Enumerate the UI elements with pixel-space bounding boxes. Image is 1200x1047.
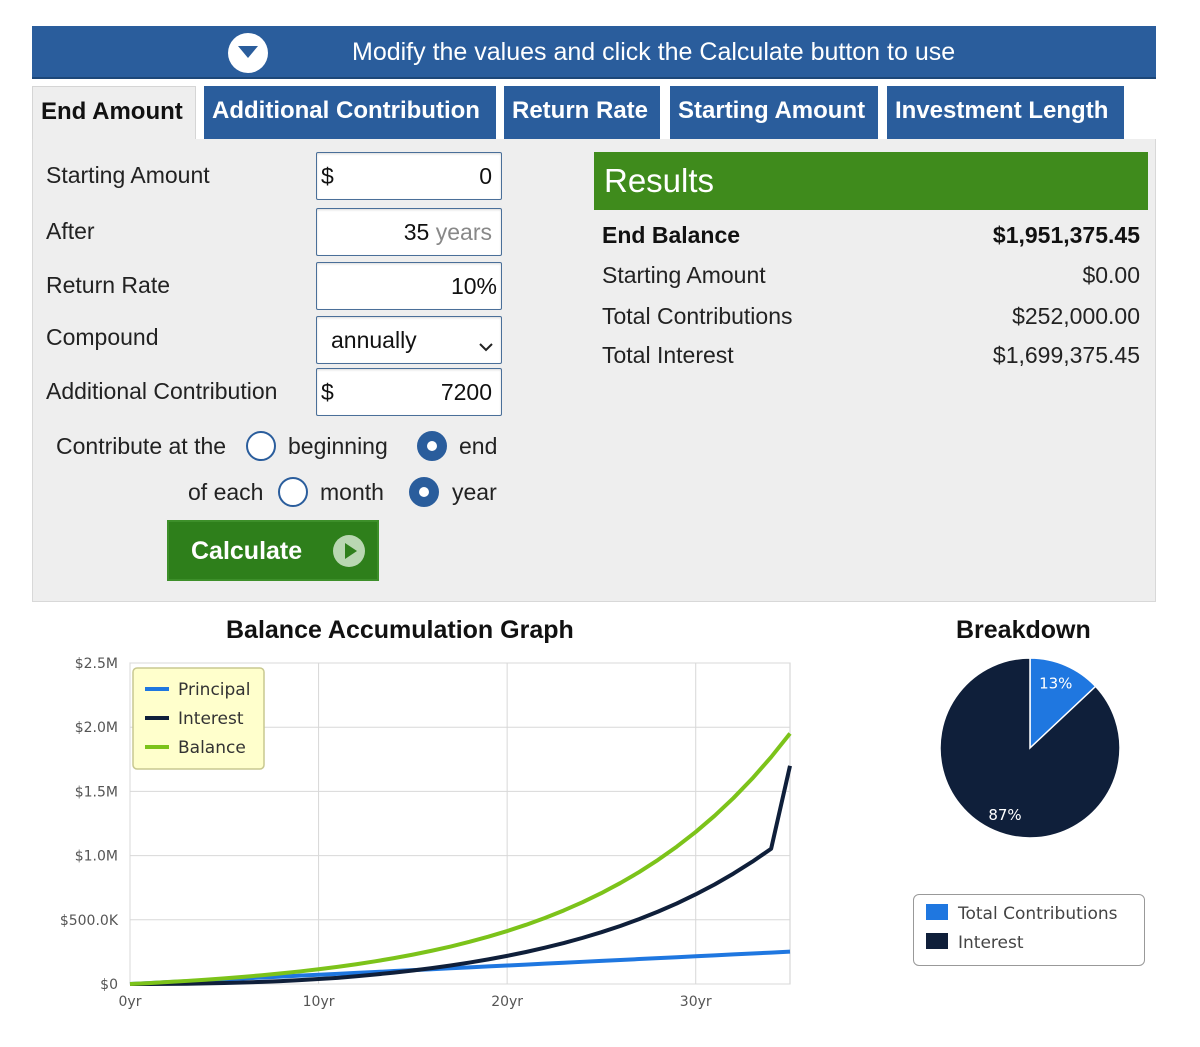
of-each-label: of each bbox=[188, 479, 264, 505]
balance-accumulation-chart: $0 $500.0K $1.0M $1.5M $2.0M $2.5M 0yr 10yr 20yr… bbox=[60, 656, 792, 1010]
info-banner: Modify the values and click the Calculat… bbox=[32, 26, 1156, 79]
legend-label: Total Contributions bbox=[958, 904, 1118, 924]
pie-legend: Total Contributions Interest bbox=[913, 894, 1145, 966]
return-rate-label: Return Rate bbox=[46, 272, 171, 298]
y-tick-label: $500.0K bbox=[60, 913, 119, 929]
tab-starting-amount[interactable]: Starting Amount bbox=[670, 86, 878, 140]
radio-year[interactable] bbox=[409, 477, 439, 507]
y-tick-label: $1.5M bbox=[75, 784, 118, 800]
starting-amount-input[interactable]: $ 0 bbox=[316, 152, 502, 200]
radio-end[interactable] bbox=[417, 431, 447, 461]
breakdown-pie-chart: 13% 87% bbox=[939, 657, 1121, 839]
y-tick-label: $2.0M bbox=[75, 720, 118, 736]
pie-slice bbox=[1029, 657, 1097, 750]
additional-contribution-value: 7200 bbox=[440, 379, 492, 405]
collapse-arrow-icon[interactable] bbox=[228, 33, 268, 73]
radio-month[interactable] bbox=[278, 477, 308, 507]
line-legend bbox=[132, 667, 265, 770]
series-line-balance bbox=[129, 732, 792, 986]
legend-label: Principal bbox=[178, 680, 250, 700]
tab-investment-length[interactable]: Investment Length bbox=[887, 86, 1124, 140]
legend-label: Interest bbox=[958, 933, 1024, 953]
end-label: end bbox=[459, 433, 498, 459]
result-value: $1,699,375.45 bbox=[992, 342, 1140, 368]
result-value: $1,951,375.45 bbox=[992, 222, 1140, 248]
y-tick-label: $2.5M bbox=[75, 656, 118, 672]
result-label: End Balance bbox=[602, 222, 741, 248]
banner-message: Modify the values and click the Calculat… bbox=[352, 38, 956, 66]
x-tick-label: 30yr bbox=[680, 994, 712, 1010]
x-tick-label: 10yr bbox=[303, 994, 335, 1010]
compound-label: Compound bbox=[46, 324, 159, 350]
years-value: 35 bbox=[403, 219, 430, 245]
x-tick-label: 0yr bbox=[119, 994, 142, 1010]
y-tick-label: $0 bbox=[100, 977, 118, 993]
pie-chart-title: Breakdown bbox=[956, 616, 1091, 644]
compound-value: annually bbox=[331, 327, 417, 353]
tab-end-amount[interactable]: End Amount bbox=[32, 86, 196, 140]
additional-contribution-label: Additional Contribution bbox=[46, 378, 278, 404]
beginning-label: beginning bbox=[288, 433, 388, 459]
line-chart-title: Balance Accumulation Graph bbox=[226, 616, 574, 644]
pie-value-label: 13% bbox=[1039, 675, 1072, 693]
tab-additional-contribution[interactable]: Additional Contribution bbox=[204, 86, 496, 140]
legend-swatch bbox=[926, 933, 948, 949]
additional-contribution-input[interactable]: $ 7200 bbox=[316, 368, 502, 416]
legend-swatch bbox=[926, 904, 948, 920]
radio-beginning[interactable] bbox=[246, 431, 276, 461]
years-unit: years bbox=[435, 219, 492, 245]
result-label: Starting Amount bbox=[602, 262, 766, 288]
chevron-down-icon bbox=[479, 331, 493, 358]
starting-amount-label: Starting Amount bbox=[46, 162, 210, 188]
result-value: $252,000.00 bbox=[1012, 303, 1140, 329]
result-label: Total Interest bbox=[602, 342, 734, 368]
dollar-prefix: $ bbox=[321, 379, 334, 405]
return-rate-input[interactable]: 10% bbox=[316, 262, 502, 310]
years-input[interactable]: 35 years bbox=[316, 208, 502, 256]
play-icon bbox=[333, 535, 365, 567]
results-title: Results bbox=[594, 152, 1148, 210]
result-value: $0.00 bbox=[1082, 262, 1140, 288]
pie-legend-item: Total Contributions bbox=[926, 904, 1118, 926]
return-rate-value: 10 bbox=[450, 273, 477, 299]
tab-return-rate[interactable]: Return Rate bbox=[504, 86, 660, 140]
contribute-at-label: Contribute at the bbox=[56, 433, 227, 459]
compound-select[interactable]: annually bbox=[316, 316, 502, 364]
legend-label: Balance bbox=[178, 738, 246, 758]
series-line-interest bbox=[130, 765, 792, 986]
x-tick-label: 20yr bbox=[491, 994, 523, 1010]
calculate-button[interactable]: Calculate bbox=[167, 520, 379, 581]
y-tick-label: $1.0M bbox=[75, 849, 118, 865]
dollar-prefix: $ bbox=[321, 163, 334, 189]
pie-value-label: 87% bbox=[988, 806, 1021, 824]
pie-legend-item: Interest bbox=[926, 933, 1024, 955]
starting-amount-value: 0 bbox=[479, 163, 492, 189]
pie-slice bbox=[939, 657, 1121, 839]
percent-unit: % bbox=[476, 273, 497, 299]
result-label: Total Contributions bbox=[602, 303, 793, 329]
month-label: month bbox=[320, 479, 384, 505]
after-label: After bbox=[46, 218, 95, 244]
legend-label: Interest bbox=[178, 709, 244, 729]
year-label: year bbox=[452, 479, 497, 505]
calculate-label: Calculate bbox=[191, 537, 303, 565]
